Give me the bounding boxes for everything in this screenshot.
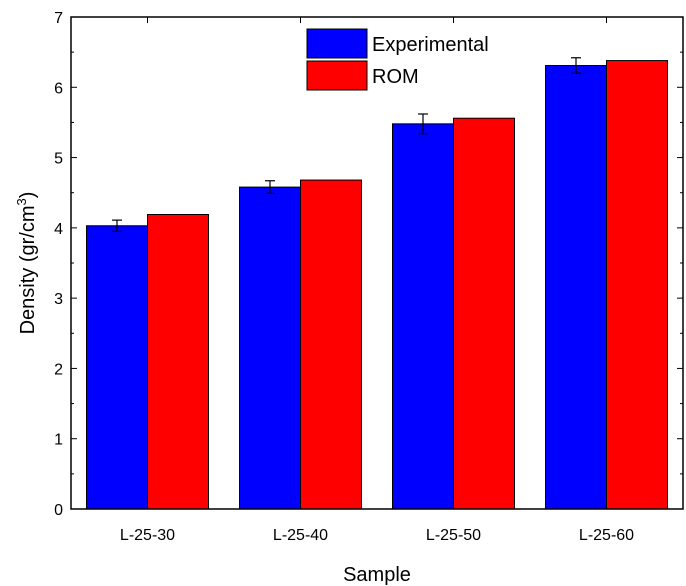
bar-experimental-l-25-40 [239,186,301,510]
bar-rom-l-25-30 [147,214,209,510]
bar-experimental-l-25-60 [545,64,607,510]
y-tick-label: 1 [54,432,63,449]
x-tick-label: L-25-40 [273,527,328,544]
y-tick-label: 6 [54,80,63,97]
y-tick-label: 2 [54,361,63,378]
x-axis: L-25-30 L-25-40 L-25-50 L-25-60 [120,17,634,544]
x-axis-title: Sample [343,564,411,586]
bar-rom-l-25-60 [606,60,668,510]
y-tick-label: 0 [54,502,63,519]
legend-label-experimental: Experimental [372,34,489,56]
y-tick-label: 7 [54,10,63,27]
bar-rom-l-25-50 [453,117,515,510]
bar-experimental-l-25-30 [86,225,148,510]
y-tick-label: 4 [54,221,63,238]
error-bars-group [112,57,581,232]
legend-swatch-rom [306,60,368,91]
error-bar-l-25-30 [112,219,122,232]
x-tick-label: L-25-50 [426,527,481,544]
error-bar-l-25-50 [418,113,428,135]
y-axis-title: Density (gr/cm3) [14,192,39,335]
x-tick-label: L-25-30 [120,527,175,544]
y-tick-label: 3 [54,291,63,308]
error-bar-l-25-40 [265,180,275,195]
x-tick-label: L-25-60 [579,527,634,544]
legend: Experimental ROM [306,28,489,91]
legend-label-rom: ROM [372,66,419,88]
y-tick-label: 5 [54,151,63,168]
y-axis: 0 1 2 3 4 5 6 7 [54,10,683,519]
bars-group [86,60,668,510]
bar-experimental-l-25-50 [392,123,454,510]
bar-rom-l-25-40 [300,179,362,510]
error-bar-l-25-60 [571,57,581,74]
legend-swatch-experimental [306,28,368,59]
